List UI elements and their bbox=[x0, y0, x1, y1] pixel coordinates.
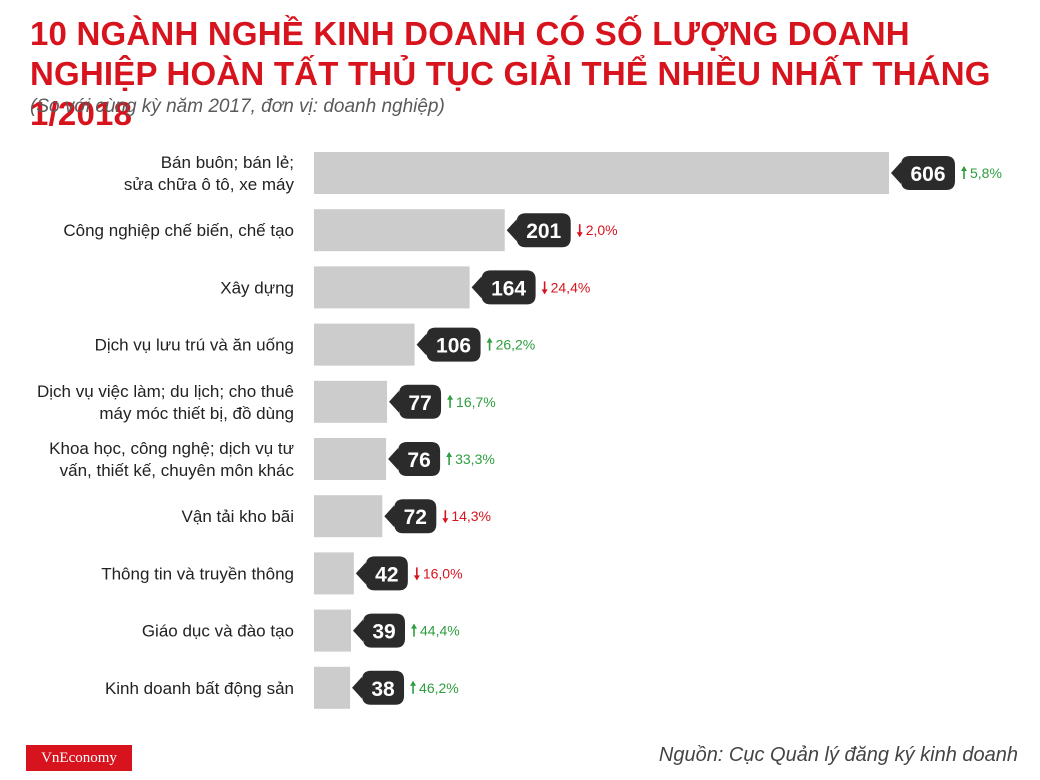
arrow-down-head-icon bbox=[576, 232, 583, 238]
change-label: 2,0% bbox=[586, 222, 618, 238]
bar-chart: Bán buôn; bán lẻ; sửa chữa ô tô, xe máy 60… bbox=[37, 152, 1002, 709]
value-label: 38 bbox=[371, 678, 395, 701]
change-label: 24,4% bbox=[551, 279, 591, 295]
source-note: Nguồn: Cục Quản lý đăng ký kinh doanh bbox=[658, 744, 1018, 766]
change-label: 46,2% bbox=[419, 680, 459, 696]
change-label: 16,0% bbox=[423, 565, 463, 581]
arrow-up-head-icon bbox=[446, 452, 453, 457]
bar bbox=[314, 380, 388, 423]
change-label: 26,2% bbox=[496, 337, 536, 353]
value-label: 606 bbox=[910, 163, 945, 186]
vneconomy-logo: VnEconomy bbox=[26, 745, 132, 771]
value-label: 201 bbox=[526, 220, 561, 243]
arrow-up-head-icon bbox=[486, 337, 493, 343]
arrow-down-head-icon bbox=[413, 575, 420, 581]
bar bbox=[314, 152, 889, 194]
category-label: Thông tin và truyền thông bbox=[101, 564, 294, 583]
category-label: Khoa học, công nghệ; dịch vụ tư vấn, thiế… bbox=[49, 439, 294, 480]
value-bubble bbox=[388, 442, 441, 476]
value-label: 72 bbox=[404, 506, 427, 529]
value-label: 39 bbox=[372, 621, 395, 644]
bar bbox=[314, 266, 470, 309]
chart-subtitle: (So với cùng kỳ năm 2017, đơn vị: doanh … bbox=[30, 96, 445, 117]
bar bbox=[314, 552, 354, 595]
value-label: 42 bbox=[375, 563, 398, 586]
arrow-up-head-icon bbox=[447, 394, 454, 400]
value-bubble bbox=[355, 556, 408, 591]
category-label: Công nghiệp chế biến, chế tạo bbox=[63, 221, 294, 240]
arrow-up-head-icon bbox=[410, 680, 417, 686]
value-label: 164 bbox=[491, 277, 526, 300]
bar bbox=[314, 495, 383, 538]
value-bubble bbox=[384, 499, 437, 534]
value-bubble bbox=[416, 327, 481, 362]
change-label: 14,3% bbox=[451, 508, 491, 524]
change-label: 16,7% bbox=[456, 394, 496, 410]
value-bubble bbox=[506, 213, 571, 248]
category-label: Giáo dục và đào tạo bbox=[142, 622, 294, 641]
chart-title: 10 NGÀNH NGHỀ KINH DOANH CÓ SỐ LƯỢNG DOA… bbox=[30, 15, 991, 132]
value-bubble bbox=[353, 613, 406, 648]
value-bubble bbox=[389, 384, 442, 419]
change-label: 5,8% bbox=[970, 165, 1002, 181]
value-bubble bbox=[891, 156, 955, 190]
category-label: Dịch vụ lưu trú và ăn uống bbox=[95, 336, 294, 355]
bar bbox=[314, 609, 352, 652]
change-label: 44,4% bbox=[420, 623, 460, 639]
value-label: 77 bbox=[408, 392, 431, 415]
bar bbox=[314, 666, 351, 709]
value-label: 76 bbox=[407, 449, 430, 472]
category-label: Dịch vụ việc làm; du lịch; cho thuê máy m… bbox=[37, 382, 294, 423]
category-label: Xây dựng bbox=[220, 278, 294, 297]
category-label: Bán buôn; bán lẻ; sửa chữa ô tô, xe máy bbox=[124, 153, 295, 194]
arrow-down-head-icon bbox=[541, 289, 548, 295]
arrow-up-head-icon bbox=[411, 623, 418, 629]
value-bubble bbox=[471, 270, 536, 305]
value-bubble bbox=[352, 670, 405, 705]
category-label: Vận tải kho bãi bbox=[182, 507, 294, 526]
value-label: 106 bbox=[436, 335, 471, 358]
category-label: Kinh doanh bất động sản bbox=[105, 679, 294, 698]
bar bbox=[314, 323, 415, 366]
arrow-down-head-icon bbox=[442, 518, 449, 524]
bar bbox=[314, 209, 505, 252]
arrow-up-head-icon bbox=[961, 166, 967, 171]
change-label: 33,3% bbox=[455, 451, 495, 467]
bar bbox=[314, 438, 387, 480]
